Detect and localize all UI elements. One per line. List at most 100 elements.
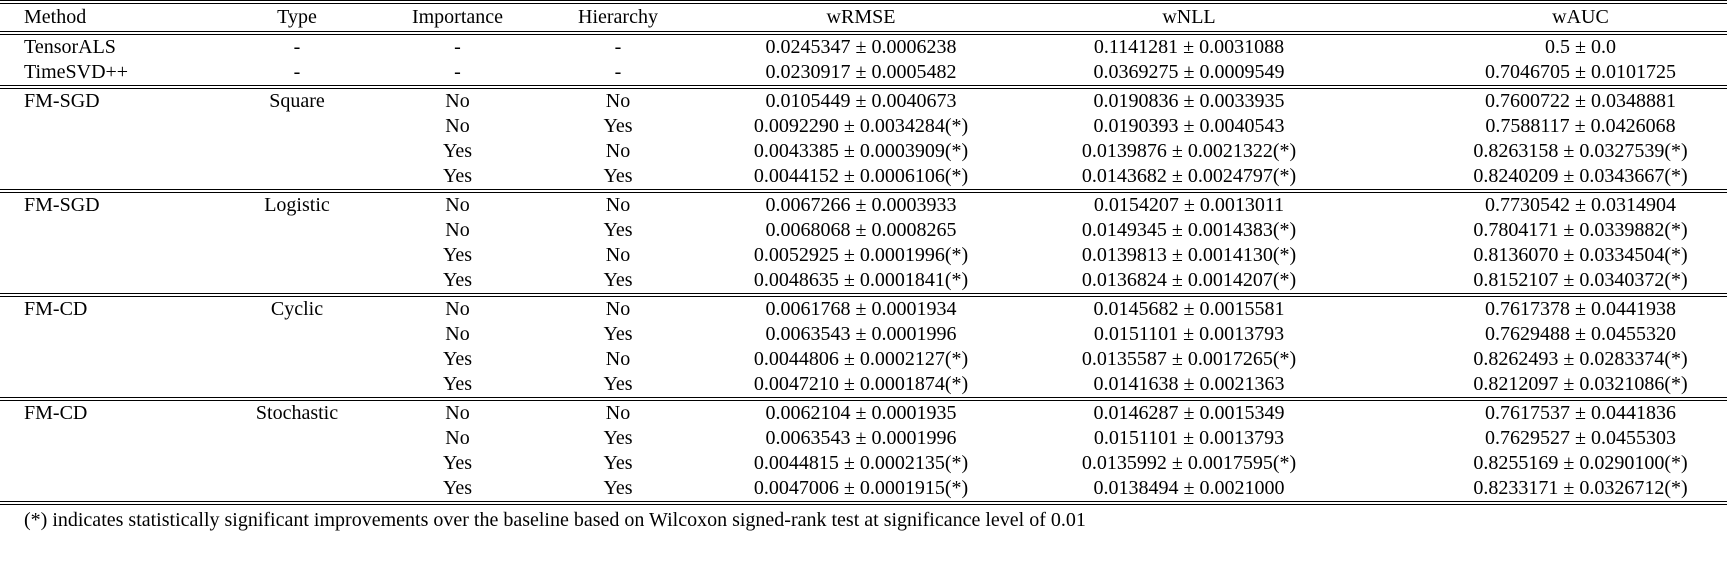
cell-wnll: 0.0190836 ± 0.0033935 [1093,90,1285,112]
cell-importance: No [445,298,470,320]
cell-method: FM-SGD [24,194,100,216]
cell-wrmse: 0.0063543 ± 0.0001996 [765,427,957,449]
header-row: Method Type Importance Hierarchy wRMSE wNLL wA… [0,2,1727,35]
table-row: Yes Yes 0.0047210 ± 0.0001874(*) 0.0141638 … [0,372,1727,399]
table-row: FM-CD Cyclic No No 0.0061768 ± 0.0001934 0.01… [0,295,1727,322]
cell-importance: - [454,61,461,83]
cell-type [213,476,381,503]
cell-wnll: 0.0136824 ± 0.0014207(*) [1081,269,1297,291]
cell-type [213,139,381,164]
cell-method [0,218,213,243]
table-row: No Yes 0.0063543 ± 0.0001996 0.0151101 ± 0.… [0,426,1727,451]
cell-wauc: 0.8263158 ± 0.0327539(*) [1473,140,1688,162]
cell-hierarchy: Yes [603,373,633,395]
cell-importance: Yes [442,269,473,291]
cell-method [0,268,213,295]
column-header-hierarchy: Hierarchy [534,2,702,35]
cell-type [213,243,381,268]
column-header-wnll: wNLL [1020,2,1358,35]
cell-importance: No [445,90,470,112]
table-row: No Yes 0.0063543 ± 0.0001996 0.0151101 ± 0.… [0,322,1727,347]
cell-hierarchy: Yes [603,219,633,241]
cell-wnll: 0.0141638 ± 0.0021363 [1093,373,1285,395]
column-header-method: Method [0,2,213,35]
cell-wauc: 0.7588117 ± 0.0426068 [1485,115,1676,137]
table-row: Yes Yes 0.0044815 ± 0.0002135(*) 0.0135992 … [0,451,1727,476]
cell-importance: Yes [442,452,473,474]
table-row: Yes No 0.0044806 ± 0.0002127(*) 0.0135587 ±… [0,347,1727,372]
cell-wnll: 0.0138494 ± 0.0021000 [1093,477,1285,499]
table-row: TimeSVD++ - - - 0.0230917 ± 0.0005482 0.03692… [0,60,1727,87]
cell-wrmse: 0.0047210 ± 0.0001874(*) [753,373,969,395]
column-header-type: Type [213,2,381,35]
cell-wrmse: 0.0062104 ± 0.0001935 [765,402,957,424]
cell-importance: No [445,427,470,449]
cell-hierarchy: Yes [603,427,633,449]
cell-wauc: 0.7804171 ± 0.0339882(*) [1473,219,1688,241]
cell-wnll: 0.0139813 ± 0.0014130(*) [1081,244,1297,266]
cell-method: FM-SGD [24,90,100,112]
cell-wrmse: 0.0044815 ± 0.0002135(*) [753,452,969,474]
table-row: FM-SGD Square No No 0.0105449 ± 0.0040673 0.0… [0,87,1727,114]
cell-wnll: 0.0151101 ± 0.0013793 [1093,427,1285,449]
cell-hierarchy: No [605,298,631,320]
cell-type: Square [269,90,325,112]
cell-importance: - [454,36,461,58]
cell-wauc: 0.7600722 ± 0.0348881 [1485,90,1676,112]
cell-wauc: 0.7617537 ± 0.0441836 [1485,402,1676,424]
cell-hierarchy: No [605,140,631,162]
table-group: FM-SGD Square No No 0.0105449 ± 0.0040673 0.0… [0,87,1727,191]
cell-wauc: 0.8136070 ± 0.0334504(*) [1473,244,1688,266]
cell-wauc: 0.8240209 ± 0.0343667(*) [1473,165,1688,187]
table-row: TensorALS - - - 0.0245347 ± 0.0006238 0.11412… [0,33,1727,60]
cell-wrmse: 0.0063543 ± 0.0001996 [765,323,957,345]
cell-hierarchy: No [605,348,631,370]
cell-wauc: 0.8152107 ± 0.0340372(*) [1473,269,1688,291]
cell-importance: No [445,402,470,424]
cell-method: TimeSVD++ [24,61,129,83]
cell-method [0,451,213,476]
cell-importance: No [445,115,470,137]
table-footnote: (*) indicates statistically significant … [24,509,1086,531]
table-row: Yes Yes 0.0048635 ± 0.0001841(*) 0.0136824 … [0,268,1727,295]
cell-wnll: 0.0145682 ± 0.0015581 [1093,298,1285,320]
cell-type: - [293,61,301,83]
cell-method [0,139,213,164]
table-row: FM-SGD Logistic No No 0.0067266 ± 0.0003933 0… [0,191,1727,218]
column-header-importance: Importance [381,2,534,35]
cell-importance: No [445,194,470,216]
cell-type [213,268,381,295]
cell-wauc: 0.5 ± 0.0 [1545,36,1616,58]
cell-type [213,164,381,191]
cell-importance: Yes [442,348,473,370]
cell-wrmse: 0.0043385 ± 0.0003909(*) [753,140,969,162]
cell-type [213,347,381,372]
cell-method [0,372,213,399]
cell-wrmse: 0.0048635 ± 0.0001841(*) [753,269,969,291]
cell-importance: Yes [442,244,473,266]
cell-wauc: 0.8233171 ± 0.0326712(*) [1473,477,1688,499]
cell-hierarchy: Yes [603,165,633,187]
cell-method: FM-CD [24,298,88,320]
table-row: Yes No 0.0043385 ± 0.0003909(*) 0.0139876 ±… [0,139,1727,164]
cell-wnll: 0.0151101 ± 0.0013793 [1093,323,1285,345]
cell-importance: Yes [442,477,473,499]
cell-wauc: 0.8262493 ± 0.0283374(*) [1473,348,1688,370]
table-row: No Yes 0.0068068 ± 0.0008265 0.0149345 ± 0.… [0,218,1727,243]
cell-type: - [293,36,301,58]
cell-importance: No [445,219,470,241]
column-header-wauc: wAUC [1358,2,1727,35]
cell-wrmse: 0.0068068 ± 0.0008265 [765,219,957,241]
cell-type: Logistic [264,194,330,216]
table-row: No Yes 0.0092290 ± 0.0034284(*) 0.0190393 ±… [0,114,1727,139]
cell-hierarchy: Yes [603,269,633,291]
cell-wnll: 0.0149345 ± 0.0014383(*) [1081,219,1297,241]
cell-wauc: 0.8212097 ± 0.0321086(*) [1473,373,1688,395]
cell-wnll: 0.0139876 ± 0.0021322(*) [1081,140,1297,162]
table-group: FM-SGD Logistic No No 0.0067266 ± 0.0003933 0… [0,191,1727,295]
cell-method [0,322,213,347]
table-row: Yes No 0.0052925 ± 0.0001996(*) 0.0139813 ±… [0,243,1727,268]
cell-wrmse: 0.0230917 ± 0.0005482 [765,61,957,83]
cell-importance: No [445,323,470,345]
cell-hierarchy: Yes [603,115,633,137]
